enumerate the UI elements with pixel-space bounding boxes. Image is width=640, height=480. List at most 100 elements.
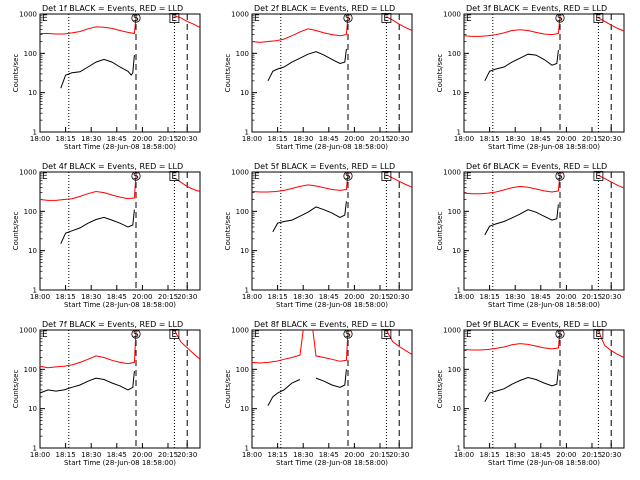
x-tick-label: 18:45 bbox=[319, 293, 339, 301]
y-tick-label: 1000 bbox=[231, 169, 249, 177]
x-tick-label: 20:15 bbox=[158, 135, 178, 143]
x-tick-label: 18:45 bbox=[107, 293, 127, 301]
x-tick-label: 18:30 bbox=[293, 135, 313, 143]
event-box bbox=[381, 329, 392, 339]
x-tick-label: 20:15 bbox=[582, 451, 602, 459]
event-label-s: S bbox=[133, 14, 139, 24]
x-axis-label: Start Time (28-Jun-08 18:58:00) bbox=[276, 143, 388, 151]
x-tick-label: 20:00 bbox=[344, 135, 364, 143]
x-tick-label: 20:30 bbox=[601, 451, 621, 459]
x-tick-label: 20:30 bbox=[177, 451, 197, 459]
events-series-line bbox=[272, 201, 347, 233]
x-tick-label: 20:15 bbox=[158, 451, 178, 459]
plot-frame bbox=[463, 13, 625, 133]
y-tick-label: 1 bbox=[457, 129, 461, 137]
x-tick-label: 18:15 bbox=[480, 135, 500, 143]
event-box bbox=[381, 13, 392, 23]
events-series-line bbox=[267, 48, 347, 82]
x-tick-label: 18:15 bbox=[268, 293, 288, 301]
event-label-e: E bbox=[383, 172, 389, 182]
x-tick-label: 18:30 bbox=[81, 293, 101, 301]
x-tick-label: 20:15 bbox=[582, 293, 602, 301]
panel-det-5: Det 5f BLACK = Events, RED = LLD 1 10 100 10… bbox=[224, 162, 413, 309]
plot-frame bbox=[463, 171, 625, 291]
x-tick-label: 20:00 bbox=[132, 451, 152, 459]
y-tick-label: 1 bbox=[33, 129, 37, 137]
x-tick-label: 18:15 bbox=[268, 135, 288, 143]
event-box bbox=[169, 171, 180, 181]
event-label-e: E bbox=[383, 330, 389, 340]
lld-series-line bbox=[597, 329, 625, 358]
event-label-s: S bbox=[557, 172, 563, 182]
x-tick-label: 18:45 bbox=[319, 451, 339, 459]
lld-series-line bbox=[463, 329, 561, 351]
y-tick-label: 100 bbox=[236, 208, 249, 216]
x-tick-label: 18:15 bbox=[480, 451, 500, 459]
x-tick-label: 18:45 bbox=[531, 451, 551, 459]
x-tick-label: 18:00 bbox=[242, 135, 262, 143]
y-axis-label: Counts/sec bbox=[224, 212, 232, 251]
event-label-e: E bbox=[595, 330, 601, 340]
y-tick-label: 1000 bbox=[231, 11, 249, 19]
event-label-e: E bbox=[171, 330, 177, 340]
x-tick-label: 18:15 bbox=[56, 293, 76, 301]
panel-title: Det 5f BLACK = Events, RED = LLD bbox=[254, 162, 395, 171]
lld-series-line bbox=[312, 329, 349, 362]
event-label-e: E bbox=[171, 172, 177, 182]
x-tick-label: 20:00 bbox=[556, 451, 576, 459]
event-label-e: E bbox=[595, 14, 601, 24]
x-tick-label: 20:30 bbox=[177, 135, 197, 143]
panel-title: Det 4f BLACK = Events, RED = LLD bbox=[42, 162, 183, 171]
lld-series-line bbox=[39, 329, 137, 369]
y-tick-label: 1 bbox=[245, 129, 249, 137]
y-tick-label: 100 bbox=[24, 50, 37, 58]
y-tick-label: 10 bbox=[452, 89, 461, 97]
x-tick-label: 20:30 bbox=[177, 293, 197, 301]
x-axis-label: Start Time (28-Jun-08 18:58:00) bbox=[488, 143, 600, 151]
x-tick-label: 18:15 bbox=[56, 135, 76, 143]
y-tick-label: 1 bbox=[245, 287, 249, 295]
panel-title: Det 8f BLACK = Events, RED = LLD bbox=[254, 320, 395, 329]
panel-det-2: Det 2f BLACK = Events, RED = LLD 1 10 100 10… bbox=[224, 4, 413, 151]
y-tick-label: 1000 bbox=[443, 169, 461, 177]
event-label-e: E bbox=[595, 172, 601, 182]
y-tick-label: 100 bbox=[448, 366, 461, 374]
x-tick-label: 18:30 bbox=[505, 293, 525, 301]
y-axis-label: Counts/sec bbox=[436, 370, 444, 409]
x-tick-label: 18:30 bbox=[505, 135, 525, 143]
x-tick-label: 20:15 bbox=[582, 135, 602, 143]
x-tick-label: 18:45 bbox=[531, 293, 551, 301]
x-tick-label: 20:15 bbox=[370, 451, 390, 459]
plot-frame bbox=[39, 13, 201, 133]
y-axis-label: Counts/sec bbox=[224, 370, 232, 409]
x-tick-label: 20:30 bbox=[601, 135, 621, 143]
event-label-e: E bbox=[171, 14, 177, 24]
lld-series-line bbox=[251, 171, 349, 193]
x-tick-label: 18:45 bbox=[319, 135, 339, 143]
event-label-s: S bbox=[557, 330, 563, 340]
panel-title: Det 6f BLACK = Events, RED = LLD bbox=[466, 162, 607, 171]
event-label-e-left: E bbox=[254, 14, 260, 24]
event-circle bbox=[555, 13, 565, 23]
event-box bbox=[593, 329, 604, 339]
plot-frame bbox=[251, 13, 413, 133]
y-tick-label: 100 bbox=[448, 50, 461, 58]
y-tick-label: 1 bbox=[33, 445, 37, 453]
y-tick-label: 1 bbox=[457, 287, 461, 295]
x-tick-label: 20:00 bbox=[132, 135, 152, 143]
y-axis-label: Counts/sec bbox=[12, 54, 20, 93]
panel-det-1: Det 1f BLACK = Events, RED = LLD 1 10 100 10… bbox=[12, 4, 201, 151]
event-label-e-left: E bbox=[42, 172, 48, 182]
y-tick-label: 10 bbox=[240, 405, 249, 413]
x-tick-label: 20:15 bbox=[158, 293, 178, 301]
y-tick-label: 1000 bbox=[443, 11, 461, 19]
event-label-e-left: E bbox=[466, 14, 472, 24]
event-circle bbox=[555, 329, 565, 339]
x-tick-label: 18:45 bbox=[531, 135, 551, 143]
event-box bbox=[593, 13, 604, 23]
y-axis-label: Counts/sec bbox=[12, 370, 20, 409]
events-series-line bbox=[267, 379, 301, 406]
x-axis-label: Start Time (28-Jun-08 18:58:00) bbox=[276, 459, 388, 467]
x-tick-label: 20:15 bbox=[370, 293, 390, 301]
event-label-s: S bbox=[557, 14, 563, 24]
